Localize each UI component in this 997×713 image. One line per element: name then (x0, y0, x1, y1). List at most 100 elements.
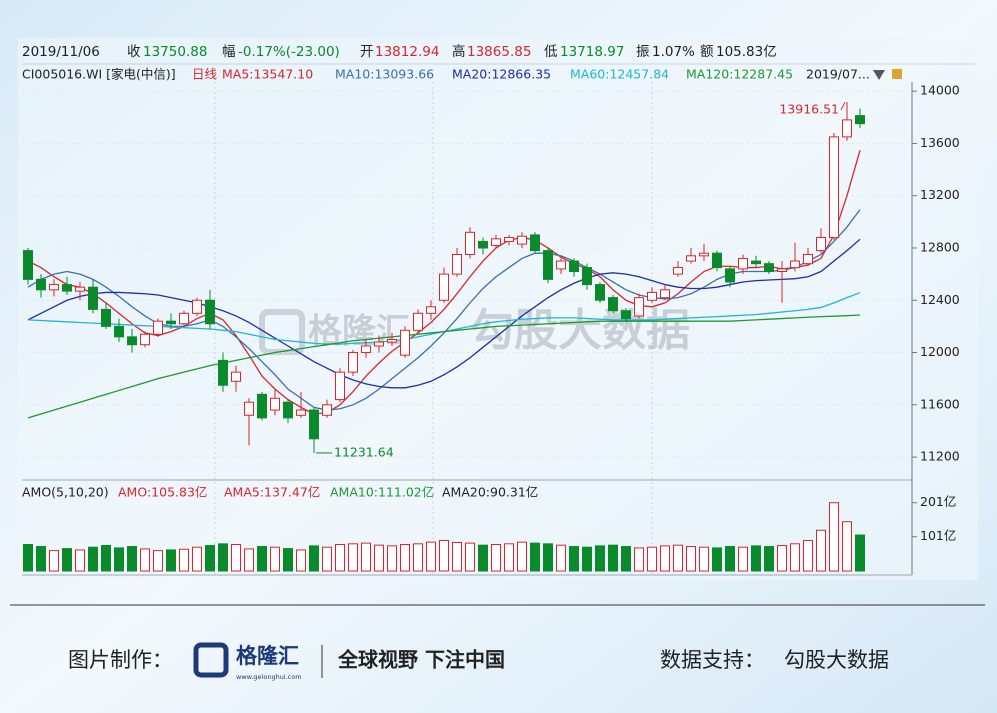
volume-bar (764, 546, 774, 572)
volume-bar (751, 545, 761, 572)
plot: 11200 11600 12000 12400 12800 13200 13600 14000… (22, 83, 960, 572)
candle-body (127, 336, 137, 346)
volume-bar (790, 543, 800, 572)
candle-body (322, 404, 332, 416)
volume-bar (348, 543, 358, 572)
legend-item: MA5:13547.10 (222, 67, 313, 82)
candle-body (699, 252, 709, 257)
candle-body (426, 306, 436, 314)
candle-body (764, 263, 774, 273)
candle-body (621, 310, 631, 320)
quote-item: 振 (636, 44, 650, 60)
volume-bar (712, 547, 722, 572)
candle-body (413, 312, 423, 331)
volume-bar (244, 548, 254, 572)
candle-body (595, 284, 605, 301)
volume-bar (179, 548, 189, 572)
volume-bar (387, 545, 397, 572)
candle-body (504, 237, 514, 242)
watermark-text: 勾股大数据 (470, 305, 690, 356)
ma-legend: MA5:13547.10 MA10:13093.66 MA20:12866.35 MA… (222, 67, 793, 82)
candle-body (309, 409, 319, 440)
volume-bar (673, 544, 683, 572)
candle-body (478, 240, 488, 249)
candle-body (517, 235, 527, 245)
volume-bar (322, 546, 332, 572)
footer-slogan: 全球视野 下注中国 (337, 648, 505, 672)
candle-body (36, 278, 46, 291)
lock-icon[interactable] (892, 69, 902, 79)
quote-item: -0.17%(-23.00) (238, 44, 340, 60)
brand-icon (193, 642, 229, 678)
candle-body (842, 119, 852, 138)
volume-bar (738, 546, 748, 572)
quote-item: 幅 (222, 44, 236, 60)
volume-bar (725, 546, 735, 572)
volume-bar (49, 550, 59, 572)
candle-body (62, 284, 72, 292)
y-tick-label: 12400 (920, 292, 960, 307)
volume-bar (855, 534, 865, 572)
candle-body (816, 237, 826, 252)
candle-body (153, 320, 163, 335)
volume-bar (816, 529, 826, 572)
volume-bar (530, 542, 540, 572)
quote-item: 2019/11/06 (22, 44, 100, 60)
y-tick-label: 12000 (920, 344, 960, 359)
volume-bar (803, 539, 813, 572)
volume-bar (829, 502, 839, 572)
legend-item: AMA20:90.31亿 (442, 485, 538, 500)
period: 日线 (192, 67, 218, 82)
dropdown-arrow[interactable] (873, 70, 885, 80)
candle-body (205, 299, 215, 325)
candle-body (725, 268, 735, 283)
volume-bar (452, 541, 462, 572)
quote-item: 额 (700, 44, 714, 60)
footer-url: www.gelonghui.com (236, 673, 302, 681)
candle-body (387, 338, 397, 343)
volume-bar (283, 548, 293, 572)
high-annotation: 13916.51 (779, 102, 839, 117)
candle-body (114, 325, 124, 338)
candle-body (166, 320, 176, 325)
volume-bar (309, 545, 319, 572)
candle-body (686, 255, 696, 262)
volume-bar (101, 545, 111, 572)
volume-bar (218, 543, 228, 572)
candle-body (660, 289, 670, 299)
quote-item: 高 (452, 43, 466, 60)
y-tick-label: 101亿 (920, 528, 956, 543)
candle-body (439, 273, 449, 301)
candle-body (491, 238, 501, 246)
volume-bar (153, 550, 163, 572)
candle-body (738, 257, 748, 270)
volume-bar (543, 543, 553, 572)
y-tick-label: 11200 (920, 449, 960, 464)
candle-body (23, 250, 33, 280)
legend-item: AMO:105.83亿 (118, 485, 207, 500)
volume-bar (88, 546, 98, 572)
candle-body (374, 341, 384, 347)
candle-body (218, 359, 228, 386)
quote-item: 1.07% (652, 44, 695, 60)
volume-bar (491, 544, 501, 572)
candle-body (192, 299, 202, 314)
volume-bar (296, 549, 306, 572)
volume-bar (621, 546, 631, 572)
volume-bar (62, 548, 72, 572)
candle-body (465, 231, 475, 256)
volume-title: AMO(5,10,20) (22, 485, 109, 500)
legend-item: MA10:13093.66 (335, 67, 434, 82)
volume-bar (660, 545, 670, 572)
volume-bar (361, 542, 371, 572)
volume-bar (231, 544, 241, 572)
candle-body (855, 115, 865, 125)
candle-body (608, 297, 618, 312)
volume-bar (634, 547, 644, 572)
date-range: 2019/07... (806, 67, 870, 82)
volume-bar (257, 546, 267, 572)
quote-item: 开 (360, 44, 374, 60)
footer-support: 数据支持： (660, 648, 765, 672)
candle-body (49, 284, 59, 291)
volume-bar (400, 544, 410, 572)
